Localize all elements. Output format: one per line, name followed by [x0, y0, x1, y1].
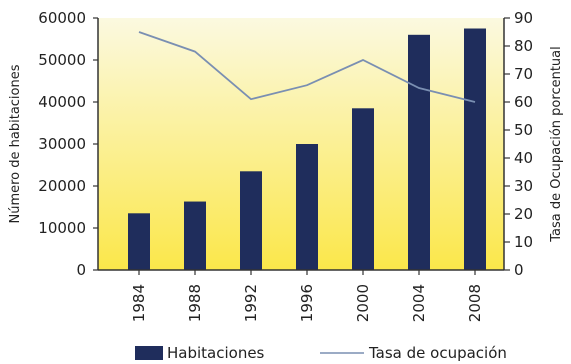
y-axis-title-right: Tasa de Ocupación porcentual [549, 46, 564, 243]
right-ticks-group: 0 10 20 30 40 50 60 70 80 90 [504, 9, 533, 279]
bar-1996 [296, 144, 318, 270]
x-tick-label-1992: 1992 [242, 284, 260, 322]
right-tick-label-40: 40 [514, 149, 533, 167]
x-tick-label-2004: 2004 [410, 284, 428, 322]
x-tick-label-1988: 1988 [186, 284, 204, 322]
x-tick-label-1996: 1996 [298, 284, 316, 322]
bar-2000 [352, 108, 374, 270]
left-tick-label-30000: 30000 [38, 135, 86, 153]
left-tick-label-40000: 40000 [38, 93, 86, 111]
right-tick-label-50: 50 [514, 121, 533, 139]
right-tick-label-10: 10 [514, 233, 533, 251]
right-tick-label-80: 80 [514, 37, 533, 55]
bar-1992 [240, 171, 262, 270]
legend-label-habitaciones: Habitaciones [167, 344, 265, 362]
bar-1988 [184, 201, 206, 270]
right-tick-label-90: 90 [514, 9, 533, 27]
left-ticks-group: 0 10000 20000 30000 40000 50000 60000 [38, 9, 98, 279]
right-tick-label-30: 30 [514, 177, 533, 195]
bar-2004 [408, 34, 430, 270]
right-tick-label-60: 60 [514, 93, 533, 111]
left-tick-label-10000: 10000 [38, 219, 86, 237]
x-tick-label-2000: 2000 [354, 284, 372, 322]
x-tick-label-1984: 1984 [130, 284, 148, 322]
left-tick-label-20000: 20000 [38, 177, 86, 195]
line-group [138, 31, 476, 103]
left-tick-label-50000: 50000 [38, 51, 86, 69]
right-tick-label-70: 70 [514, 65, 533, 83]
legend-swatch-habitaciones [135, 346, 163, 360]
legend: Habitaciones Tasa de ocupación [135, 344, 507, 362]
legend-label-tasa: Tasa de ocupación [368, 344, 507, 362]
x-ticks-group: 1984 1988 1992 1996 2000 2004 2008 [130, 270, 484, 322]
y-axis-title-left: Número de habitaciones [8, 64, 23, 223]
left-tick-label-0: 0 [76, 261, 86, 279]
left-tick-label-60000: 60000 [38, 9, 86, 27]
right-tick-label-0: 0 [514, 261, 524, 279]
bar-1984 [128, 213, 150, 270]
right-tick-label-20: 20 [514, 205, 533, 223]
bars-group [128, 28, 486, 270]
bar-2008 [464, 28, 486, 270]
x-tick-label-2008: 2008 [466, 284, 484, 322]
